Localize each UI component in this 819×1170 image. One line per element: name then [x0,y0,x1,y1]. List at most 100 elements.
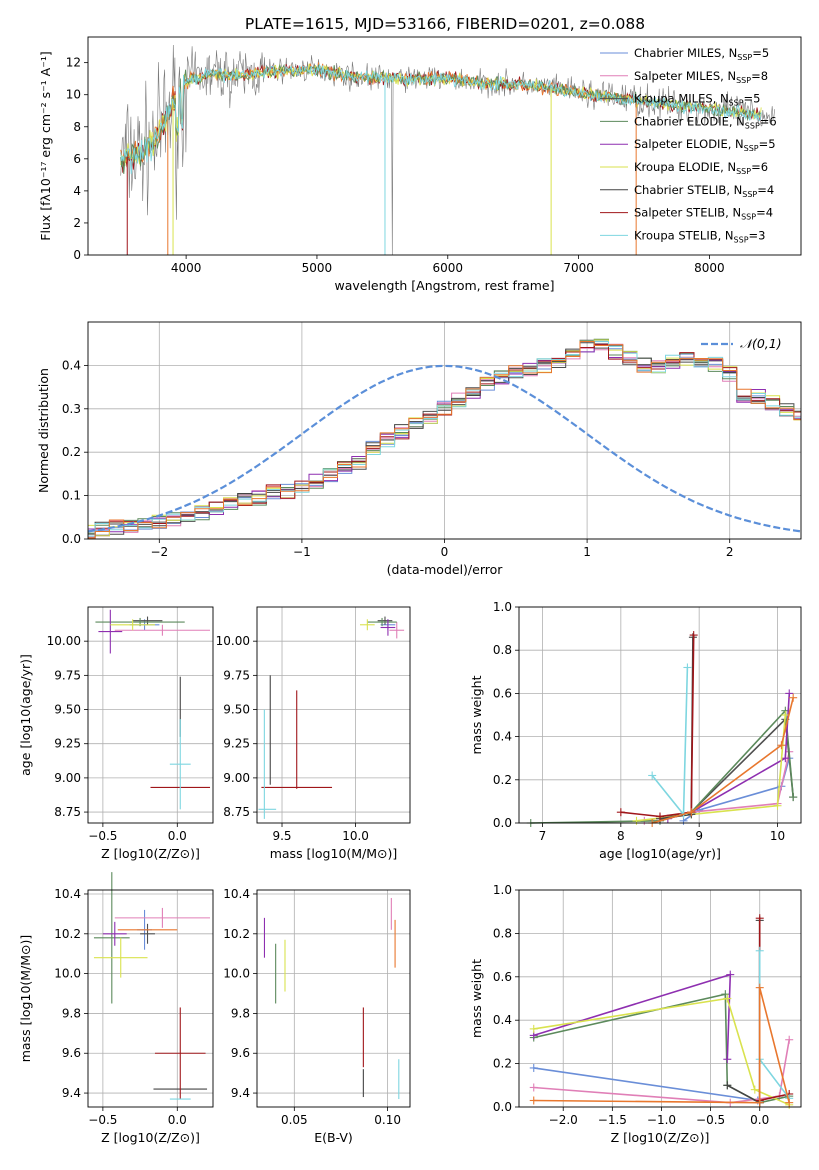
x-tick-label: 7 [539,829,547,843]
y-tick-label: 10.0 [54,967,81,981]
y-tick-label: 8.75 [223,805,250,819]
x-tick-label: 0.0 [168,829,187,843]
y-tick-label: 8 [73,120,81,134]
legend-label: Chabrier MILES, NSSP=5 [634,46,769,62]
y-tick-label: 0.1 [62,489,81,503]
axes-frame [87,889,214,1108]
spectrum-axes: 4000 5000 6000 7000 8000 0 2 4 6 8 10 12 [66,56,725,275]
age_vs_mass-xlabel: mass [log10(M/M⊙)] [270,846,398,861]
x-tick-label: 4000 [171,261,202,275]
y-tick-label: 1.0 [493,883,512,897]
weight-line [620,635,695,818]
y-tick-label: 10 [66,88,81,102]
y-tick-label: 0.8 [493,926,512,940]
y-tick-label: 4 [73,184,81,198]
y-tick-label: 0.2 [493,1057,512,1071]
weight_vs_age-xlabel: age [log10(age/yr)] [599,846,721,861]
x-tick-label: 2 [726,545,734,559]
y-tick-label: 9.4 [62,1086,81,1100]
x-tick-label: 5000 [302,261,333,275]
axes-frame [256,606,411,824]
spectrum-model-line [120,63,762,175]
weight_vs_Z-xlabel: Z [log10(Z/Z⊙)] [611,1130,710,1145]
age_vs_mass-axes: 9.5 10.0 8.75 9.00 9.25 9.50 9.75 10.00 [216,607,410,843]
y-tick-label: 10.0 [223,967,250,981]
y-tick-label: 9.50 [54,703,81,717]
age_vs_Z-ylabel: age [log10(age/yr)] [18,654,33,776]
y-tick-label: 0.3 [62,402,81,416]
weight-line [651,697,794,824]
x-tick-label: −1 [293,545,311,559]
legend-label: Salpeter MILES, NSSP=8 [634,69,768,85]
x-tick-label: 9.5 [272,829,291,843]
axes-frame [518,889,802,1108]
weight-line [726,920,761,1105]
age_vs_Z-axes: −0.5 0.0 8.75 9.00 9.25 9.50 9.75 10.00 [47,607,213,843]
x-tick-label: 0.0 [168,1113,187,1127]
y-tick-label: 9.25 [223,737,250,751]
y-tick-label: 0 [73,248,81,262]
y-tick-label: 9.4 [231,1086,250,1100]
y-tick-label: 0.6 [493,970,512,984]
spectrum-model-line [120,63,762,175]
y-tick-label: 10.4 [54,887,81,901]
y-tick-label: 10.4 [223,887,250,901]
y-tick-label: 9.8 [62,1006,81,1020]
spectrum-model-line [120,63,762,167]
weight-line [758,918,790,1102]
histogram-step [88,343,801,537]
weight_vs_age-ylabel: mass weight [469,675,484,754]
normal-curve [87,364,802,533]
weight-line [533,987,790,1104]
y-tick-label: 9.25 [54,737,81,751]
legend-label: Kroupa MILES, NSSP=5 [634,92,760,108]
weight-line [651,667,689,817]
axes-frame [518,606,802,824]
legend-label: Chabrier STELIB, NSSP=4 [634,183,774,199]
x-tick-label: 0 [441,545,449,559]
x-tick-label: −0.5 [88,1113,117,1127]
y-tick-label: 9.6 [231,1046,250,1060]
legend-label: Kroupa ELODIE, NSSP=6 [634,160,768,176]
spectrum-xlabel: wavelength [Angstrom, rest frame] [334,278,554,293]
y-tick-label: 9.50 [223,703,250,717]
axes-frame [87,606,214,824]
figure-title: PLATE=1615, MJD=53166, FIBERID=0201, z=0… [245,15,645,33]
x-tick-label: 0.05 [281,1113,308,1127]
y-tick-label: 9.8 [231,1006,250,1020]
y-tick-label: 1.0 [493,600,512,614]
x-tick-label: −1.0 [647,1113,676,1127]
weight-line [758,950,790,1099]
y-tick-label: 2 [73,216,81,230]
y-tick-label: 0.2 [62,445,81,459]
y-tick-label: 0.8 [493,643,512,657]
legend-label: Chabrier ELODIE, NSSP=6 [634,114,777,130]
y-tick-label: 10.00 [47,634,81,648]
y-tick-label: 9.6 [62,1046,81,1060]
x-tick-label: 1 [583,545,591,559]
x-tick-label: −1.5 [598,1113,627,1127]
residuals-ylabel: Normed distribution [36,368,51,493]
legend-label: 𝒩(0,1) [740,336,782,351]
residuals-xlabel: (data-model)/error [387,562,504,577]
x-tick-label: 0.0 [750,1113,769,1127]
y-tick-label: 9.00 [54,771,81,785]
mass_vs_ebv-xlabel: E(B-V) [314,1130,353,1145]
y-tick-label: 0.0 [62,532,81,546]
x-tick-label: −2.0 [549,1113,578,1127]
mass_vs_Z-xlabel: Z [log10(Z/Z⊙)] [101,1130,200,1145]
histogram-step [88,343,801,537]
y-tick-label: 0.6 [493,686,512,700]
axes-frame [87,321,802,540]
y-tick-label: 0.4 [62,358,81,372]
y-tick-label: 9.00 [223,771,250,785]
mass_vs_Z-axes: −0.5 0.0 9.4 9.6 9.8 10.0 10.2 10.4 [54,887,213,1127]
x-tick-label: 7000 [563,261,594,275]
age_vs_Z-xlabel: Z [log10(Z/Z⊙)] [101,846,200,861]
y-tick-label: 9.75 [223,668,250,682]
x-tick-label: 0.10 [374,1113,401,1127]
x-tick-label: 10 [770,829,785,843]
x-tick-label: −2 [150,545,168,559]
